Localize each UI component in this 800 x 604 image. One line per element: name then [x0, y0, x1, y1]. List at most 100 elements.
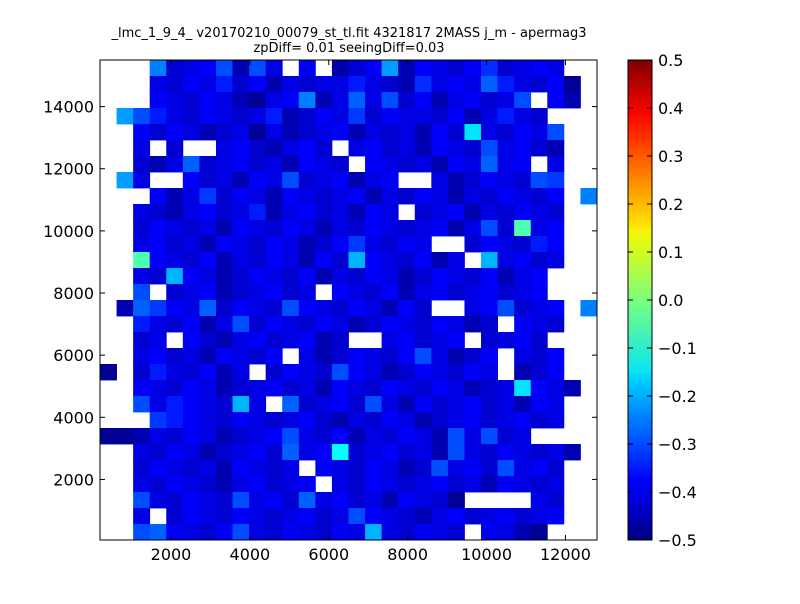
heatmap-cell — [464, 60, 482, 77]
heatmap-cell — [497, 172, 515, 189]
heatmap-cell — [331, 236, 349, 253]
heatmap-cell — [182, 364, 200, 381]
heatmap-cell — [365, 92, 383, 109]
heatmap-cell — [514, 156, 532, 173]
heatmap-cell — [315, 268, 333, 285]
heatmap-cell — [315, 188, 333, 205]
heatmap-cell — [249, 428, 267, 445]
heatmap-cell — [398, 252, 416, 269]
heatmap-cell — [149, 204, 167, 221]
heatmap-cell — [265, 236, 283, 253]
heatmap-cell — [133, 124, 151, 141]
heatmap-cell — [249, 508, 267, 525]
heatmap-cell — [232, 300, 250, 317]
heatmap-cell — [315, 508, 333, 525]
heatmap-cell — [265, 380, 283, 397]
heatmap-cell — [182, 476, 200, 493]
heatmap-cell — [464, 140, 482, 157]
heatmap-cell — [530, 460, 548, 477]
heatmap-cell — [298, 316, 316, 333]
heatmap-cell — [381, 380, 399, 397]
heatmap-cell — [315, 428, 333, 445]
heatmap-cell — [232, 444, 250, 461]
heatmap-cell — [398, 460, 416, 477]
heatmap-cell — [331, 412, 349, 429]
heatmap-cell — [298, 92, 316, 109]
heatmap-cell — [398, 92, 416, 109]
heatmap-cell — [365, 460, 383, 477]
heatmap-cell — [414, 524, 432, 541]
heatmap-cell — [182, 220, 200, 237]
heatmap-cell — [398, 380, 416, 397]
heatmap-cell — [365, 108, 383, 125]
heatmap-cell — [249, 396, 267, 413]
heatmap-cell — [298, 332, 316, 349]
heatmap-cell — [249, 252, 267, 269]
heatmap-cell — [215, 220, 233, 237]
y-tick-label: 4000 — [53, 408, 94, 427]
heatmap-cell — [315, 412, 333, 429]
heatmap-cell — [481, 108, 498, 125]
heatmap-cell — [381, 492, 399, 509]
heatmap-cell — [464, 348, 482, 365]
heatmap-cell — [348, 108, 366, 125]
heatmap-cell — [232, 380, 250, 397]
heatmap-cell — [133, 204, 151, 221]
heatmap-cell — [447, 204, 465, 221]
heatmap-cell — [348, 220, 366, 237]
heatmap-cell — [199, 508, 217, 525]
heatmap-cell — [365, 156, 383, 173]
heatmap-cell — [315, 156, 333, 173]
heatmap-cell — [199, 92, 217, 109]
heatmap-cell — [348, 476, 366, 493]
heatmap-cell — [133, 476, 151, 493]
heatmap-cell — [481, 460, 498, 477]
heatmap-cell — [348, 76, 366, 93]
heatmap-cell — [530, 60, 548, 77]
heatmap-cell — [431, 108, 449, 125]
heatmap-cell — [199, 524, 217, 541]
colorbar-tick-label: 0.0 — [658, 291, 683, 310]
heatmap-cell — [447, 108, 465, 125]
heatmap-cell — [497, 428, 515, 445]
heatmap-cell — [166, 156, 184, 173]
heatmap-cell — [365, 508, 383, 525]
heatmap-cell — [199, 348, 217, 365]
heatmap-cell — [514, 92, 532, 109]
heatmap-cell — [431, 380, 449, 397]
heatmap-cell — [398, 300, 416, 317]
heatmap-cell — [133, 524, 151, 541]
heatmap-cell — [547, 76, 565, 93]
heatmap-cell — [331, 332, 349, 349]
heatmap-cell — [365, 124, 383, 141]
heatmap-cell — [381, 252, 399, 269]
heatmap-cell — [431, 268, 449, 285]
heatmap-cell — [331, 380, 349, 397]
heatmap-cell — [182, 204, 200, 221]
heatmap-cell — [182, 332, 200, 349]
heatmap-cell — [497, 460, 515, 477]
heatmap-cell — [365, 428, 383, 445]
heatmap-cell — [514, 396, 532, 413]
heatmap-cell — [547, 236, 565, 253]
heatmap-cell — [348, 188, 366, 205]
heatmap-cell — [514, 444, 532, 461]
heatmap-cell — [530, 316, 548, 333]
heatmap-cell — [580, 188, 598, 205]
heatmap-cell — [514, 188, 532, 205]
heatmap-cell — [166, 204, 184, 221]
heatmap-cell — [265, 492, 283, 509]
heatmap-cell — [497, 108, 515, 125]
heatmap-cell — [149, 156, 167, 173]
heatmap-cell — [431, 348, 449, 365]
heatmap-cell — [514, 140, 532, 157]
heatmap-cell — [265, 524, 283, 541]
heatmap-cell — [547, 316, 565, 333]
heatmap-cell — [530, 108, 548, 125]
heatmap-cell — [464, 412, 482, 429]
heatmap-cell — [497, 508, 515, 525]
heatmap-cell — [431, 220, 449, 237]
heatmap-cell — [182, 252, 200, 269]
heatmap-cell — [166, 284, 184, 301]
heatmap-cell — [166, 364, 184, 381]
